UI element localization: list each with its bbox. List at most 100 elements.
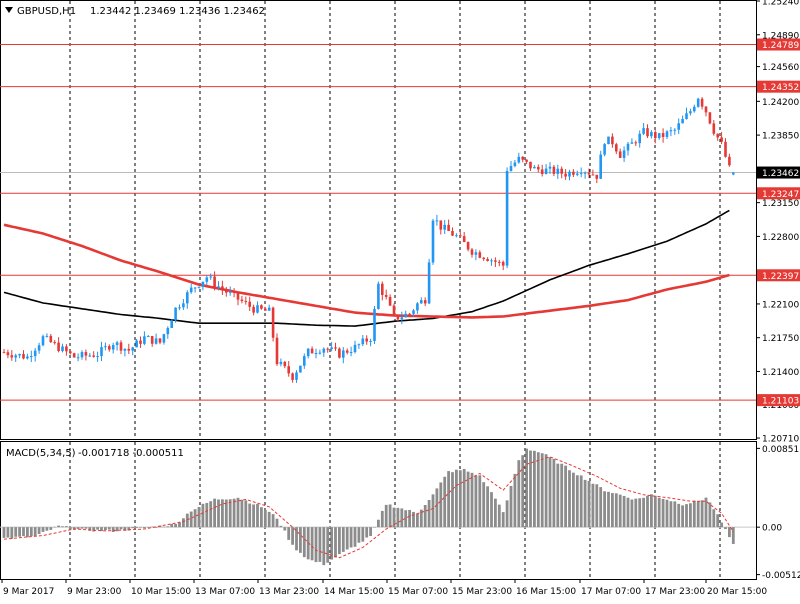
candle-bear[interactable] <box>65 346 68 352</box>
candle-bull[interactable] <box>279 361 283 365</box>
candle-bull[interactable] <box>607 136 610 145</box>
candle-bear[interactable] <box>22 354 25 359</box>
candle-bull[interactable] <box>96 356 99 358</box>
candle-bear[interactable] <box>482 257 485 260</box>
candle-bull[interactable] <box>404 313 407 318</box>
candle-bull[interactable] <box>513 162 517 166</box>
candle-bear[interactable] <box>283 361 287 367</box>
candle-bear[interactable] <box>486 259 489 261</box>
horizontal-levels[interactable] <box>0 44 756 401</box>
candle-bull[interactable] <box>455 235 458 237</box>
candle-bear[interactable] <box>225 289 228 293</box>
candle-bull[interactable] <box>33 350 37 357</box>
candle-bull[interactable] <box>505 170 509 266</box>
candle-bull[interactable] <box>30 356 33 358</box>
candle-bear[interactable] <box>57 342 60 351</box>
candle-bear[interactable] <box>287 366 290 374</box>
candle-bear[interactable] <box>615 144 618 152</box>
candle-bear[interactable] <box>338 348 341 358</box>
candle-bear[interactable] <box>537 166 540 170</box>
candle-bear[interactable] <box>595 174 599 179</box>
candle-bull[interactable] <box>135 340 138 348</box>
candle-bear[interactable] <box>560 168 563 174</box>
candle-bear[interactable] <box>525 159 528 162</box>
candle-bear[interactable] <box>381 283 384 295</box>
candle-bull[interactable] <box>630 142 634 144</box>
candle-bull[interactable] <box>314 352 318 354</box>
candle-bear[interactable] <box>423 300 427 304</box>
candle-bear[interactable] <box>587 172 591 175</box>
candle-bull[interactable] <box>303 356 306 366</box>
candle-bear[interactable] <box>521 156 524 160</box>
candle-bull[interactable] <box>299 365 302 373</box>
candle-bull[interactable] <box>474 252 478 255</box>
candle-bear[interactable] <box>260 305 263 309</box>
candle-bull[interactable] <box>357 344 361 346</box>
candle-bull[interactable] <box>342 350 345 358</box>
candle-bear[interactable] <box>564 173 567 177</box>
candle-bull[interactable] <box>26 356 29 359</box>
candle-bear[interactable] <box>248 301 251 307</box>
candle-bear[interactable] <box>646 128 649 137</box>
candle-bull[interactable] <box>369 340 372 342</box>
candle-bull[interactable] <box>490 260 493 262</box>
candle-bull[interactable] <box>638 133 641 144</box>
candle-bear[interactable] <box>459 235 462 237</box>
candle-bull[interactable] <box>228 291 232 293</box>
candle-bear[interactable] <box>326 348 329 350</box>
candle-bull[interactable] <box>80 352 84 358</box>
candle-bull[interactable] <box>61 346 64 351</box>
candle-bull[interactable] <box>669 130 673 132</box>
candle-bull[interactable] <box>431 220 435 263</box>
candle-bear[interactable] <box>611 136 614 145</box>
candle-bull[interactable] <box>147 336 150 338</box>
candle-bull[interactable] <box>349 351 353 353</box>
candle-bull[interactable] <box>115 342 119 345</box>
candle-bull[interactable] <box>178 307 181 309</box>
candle-bull[interactable] <box>189 287 193 293</box>
candle-bear[interactable] <box>271 307 275 338</box>
candle-bull[interactable] <box>544 168 548 175</box>
candle-bull[interactable] <box>41 336 45 346</box>
candle-bear[interactable] <box>92 355 95 357</box>
candle-bear[interactable] <box>240 299 244 302</box>
candle-bear[interactable] <box>384 294 388 297</box>
candle-bull[interactable] <box>556 168 560 174</box>
candle-bear[interactable] <box>716 133 719 138</box>
candle-bear[interactable] <box>540 169 544 175</box>
candle-bull[interactable] <box>576 173 579 175</box>
candle-bull[interactable] <box>603 144 606 155</box>
candle-bear[interactable] <box>108 346 111 350</box>
candle-bull[interactable] <box>412 310 415 314</box>
candle-bear[interactable] <box>252 306 255 313</box>
candle-bull[interactable] <box>599 154 602 179</box>
candle-bull[interactable] <box>174 307 177 321</box>
candle-bear[interactable] <box>661 133 665 137</box>
candle-bull[interactable] <box>548 166 552 169</box>
candle-bear[interactable] <box>618 151 622 158</box>
candle-bear[interactable] <box>552 166 556 174</box>
candle-bear[interactable] <box>213 276 216 287</box>
candle-bear[interactable] <box>244 301 248 303</box>
candle-bull[interactable] <box>186 292 189 304</box>
candle-bull[interactable] <box>583 172 587 174</box>
candle-bear[interactable] <box>501 261 505 266</box>
candle-bear[interactable] <box>466 242 470 250</box>
candle-bear[interactable] <box>119 342 123 351</box>
candle-bear[interactable] <box>334 347 337 349</box>
candle-bull[interactable] <box>681 119 684 124</box>
candle-bear[interactable] <box>53 342 56 344</box>
candle-bear[interactable] <box>654 132 657 138</box>
candle-bull[interactable] <box>435 220 439 222</box>
candle-bull[interactable] <box>37 345 41 351</box>
candle-bull[interactable] <box>330 347 333 350</box>
candle-bear[interactable] <box>84 352 88 356</box>
candle-bear[interactable] <box>388 296 392 306</box>
candle-bull[interactable] <box>732 172 735 175</box>
candle-bear[interactable] <box>158 338 162 343</box>
candle-bear[interactable] <box>439 220 443 230</box>
candlesticks[interactable] <box>2 97 735 383</box>
candle-bear[interactable] <box>451 230 454 236</box>
candle-bear[interactable] <box>498 261 501 263</box>
candle-bull[interactable] <box>306 348 310 357</box>
